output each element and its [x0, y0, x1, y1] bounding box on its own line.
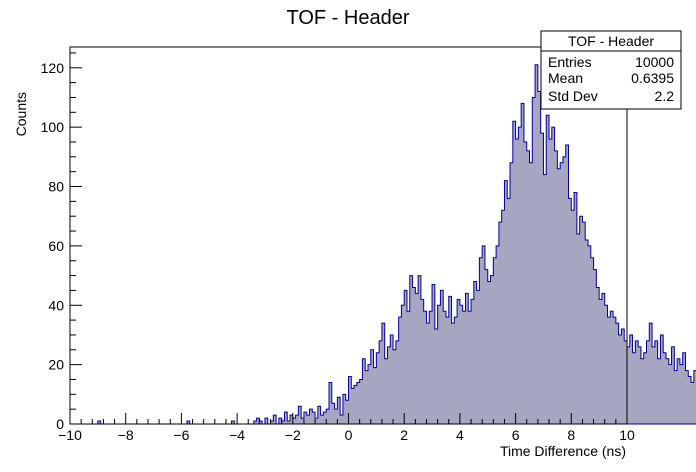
y-tick-label: 60	[48, 238, 64, 254]
x-tick-label: −2	[285, 427, 301, 443]
x-tick-label: −10	[58, 427, 82, 443]
stats-box-title: TOF - Header	[568, 33, 654, 49]
stats-entries-label: Entries	[548, 54, 592, 70]
x-tick-label: −6	[173, 427, 189, 443]
x-tick-label: 10	[619, 427, 635, 443]
y-tick-label: 80	[48, 179, 64, 195]
y-tick-label: 40	[48, 297, 64, 313]
x-tick-label: −8	[118, 427, 134, 443]
y-tick-label: 120	[41, 60, 65, 76]
stats-box: TOF - Header Entries 10000 Mean 0.6395 S…	[540, 30, 682, 110]
plot-area	[70, 64, 696, 425]
y-axis-label: Counts	[13, 92, 29, 136]
stats-entries-value: 10000	[635, 54, 674, 70]
x-tick-label: 0	[345, 427, 353, 443]
chart-title: TOF - Header	[287, 7, 410, 29]
stats-mean-label: Mean	[548, 70, 583, 86]
x-tick-label: 2	[400, 427, 408, 443]
x-axis-label: Time Difference (ns)	[500, 443, 626, 459]
stats-stddev-label: Std Dev	[548, 88, 598, 104]
y-tick-label: 20	[48, 357, 64, 373]
x-tick-label: 6	[512, 427, 520, 443]
stats-stddev-value: 2.2	[655, 88, 675, 104]
y-tick-label: 0	[56, 416, 64, 432]
x-tick-label: 8	[567, 427, 575, 443]
x-tick-label: 4	[456, 427, 464, 443]
stats-mean-value: 0.6395	[631, 70, 674, 86]
histogram-series	[70, 64, 696, 425]
y-tick-label: 100	[41, 119, 65, 135]
x-tick-label: −4	[229, 427, 245, 443]
